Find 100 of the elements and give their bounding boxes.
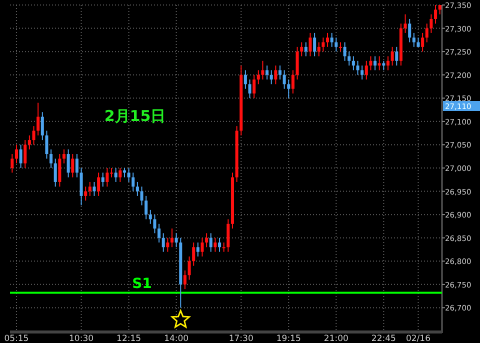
candlestick [66, 148, 70, 178]
candlestick [338, 42, 342, 52]
candlestick [390, 46, 394, 66]
candlestick [218, 237, 222, 252]
candlestick [84, 186, 88, 202]
candlestick [132, 172, 135, 192]
x-tick-label: 10:30 [69, 334, 94, 343]
candlestick [378, 56, 381, 71]
candlestick [144, 195, 148, 220]
candlestick [196, 242, 200, 257]
candlestick [192, 242, 196, 266]
x-tick-label: 21:00 [324, 334, 348, 343]
candlestick [356, 60, 360, 76]
candlestick [140, 186, 144, 206]
x-tick-label: 05:15 [4, 334, 29, 343]
candlestick [374, 56, 377, 71]
candlestick [421, 32, 424, 52]
candlestick [106, 168, 109, 188]
candlestick [244, 70, 247, 90]
candlestick [62, 148, 66, 164]
candlestick [200, 237, 204, 257]
candlestick [343, 42, 346, 62]
candlestick [114, 168, 118, 182]
candlestick [408, 18, 412, 43]
x-tick-label: 22:45 [371, 334, 396, 343]
candlestick [24, 140, 27, 168]
candlestick [54, 158, 57, 188]
candlestick [322, 37, 325, 52]
candlestick [158, 223, 161, 244]
candlestick [71, 154, 74, 178]
candlestick [278, 65, 282, 80]
candlestick [10, 154, 14, 174]
candlestick [75, 154, 78, 178]
candlestick [313, 32, 316, 57]
ref-line-label: S1 [132, 276, 152, 292]
candlestick [300, 42, 304, 57]
candlestick [209, 232, 212, 252]
candlestick [317, 42, 320, 57]
candlestick [425, 23, 428, 43]
candlestick [364, 60, 368, 80]
candlestick [28, 134, 31, 150]
annotation: 2月15日 [104, 107, 166, 125]
candlestick [287, 79, 290, 99]
candlestick [261, 60, 264, 80]
candlestick [326, 32, 330, 48]
x-tick-label: 14:00 [164, 334, 189, 343]
candlestick [97, 172, 100, 196]
candlestick [369, 56, 372, 71]
candlestick [386, 56, 390, 71]
x-tick-label: 02/16 [406, 334, 430, 343]
x-tick-label: 19:15 [276, 334, 301, 343]
candlestick [248, 79, 252, 99]
candlestick [395, 46, 398, 66]
x-tick-label: 12:15 [116, 334, 142, 343]
candlestick [101, 172, 104, 188]
candlestick [32, 126, 36, 146]
candlestick [40, 112, 44, 141]
candlestick [296, 46, 299, 80]
candlestick [382, 60, 386, 71]
candlestick [92, 181, 96, 196]
candlestick [162, 232, 165, 252]
candlestick [166, 237, 170, 252]
candlestick [36, 102, 40, 136]
candlestick [148, 209, 152, 224]
candlestick [270, 70, 273, 85]
candlestick [153, 214, 156, 234]
candlestick [127, 168, 130, 182]
candlestick [226, 218, 230, 252]
candlestick [14, 144, 18, 164]
candlestick [45, 130, 48, 160]
candlestick [430, 14, 433, 34]
candlestick [19, 144, 22, 168]
candlestick [352, 56, 355, 71]
candlestick [170, 228, 174, 248]
candlestick [256, 70, 260, 85]
candlestick [434, 4, 438, 24]
candlestick [88, 181, 92, 196]
candlestick [404, 14, 407, 34]
candlestick [118, 168, 122, 182]
candlestick [308, 32, 312, 57]
candlestick [282, 70, 286, 90]
candlestick [80, 168, 83, 206]
candlestick [412, 32, 416, 48]
candlestick [334, 37, 338, 52]
candlestick [214, 237, 217, 252]
candlestick [274, 65, 278, 85]
candlestick [348, 51, 351, 66]
candlestick [205, 232, 208, 248]
candlestick [360, 65, 364, 80]
candlestick [438, 4, 442, 15]
candlestick [188, 256, 191, 280]
candlestick [416, 37, 420, 48]
candlestick [136, 181, 139, 196]
candlestick [50, 148, 53, 168]
candlestick [252, 74, 256, 99]
candlestick [58, 154, 62, 188]
candlestick [183, 270, 186, 290]
x-tick-label: 17:30 [228, 334, 254, 343]
candlestick [304, 42, 308, 57]
candlestick [266, 65, 269, 80]
